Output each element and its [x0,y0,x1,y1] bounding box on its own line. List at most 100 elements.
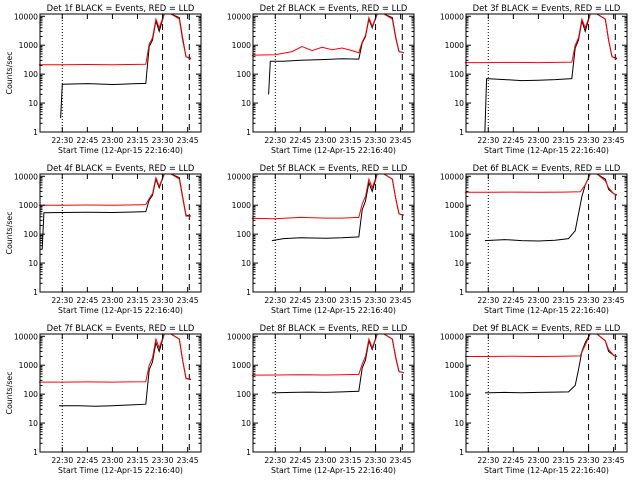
y-tick-label: 1 [33,448,38,457]
x-tick-label: 22:45 [502,136,524,145]
y-tick-label: 10 [28,99,38,108]
x-axis-label: Start Time (12-Apr-15 22:16:40) [484,306,609,315]
y-tick-label: 10000 [440,332,464,341]
x-tick-label: 23:00 [101,456,123,465]
plot-frame [252,173,415,293]
x-tick-label: 23:30 [152,456,174,465]
series-lld [464,333,618,358]
y-tick-label: 10000 [14,172,38,181]
y-tick-label: 1000 [445,201,464,210]
x-tick-label: 22:45 [289,136,311,145]
y-tick-label: 10000 [440,172,464,181]
y-tick-label: 100 [237,390,252,399]
x-tick-label: 23:15 [340,456,362,465]
panel-det-8: Det 8f BLACK = Events, RED = LLD 1 10 100 10… [227,323,415,475]
y-tick-label: 1 [246,128,251,137]
x-axis-label: Start Time (12-Apr-15 22:16:40) [484,146,609,155]
x-tick-label: 23:30 [365,136,387,145]
x-tick-label: 23:00 [314,136,336,145]
series-lld [38,173,191,217]
panel-title: Det 1f BLACK = Events, RED = LLD [47,3,195,13]
y-tick-label: 10000 [14,332,38,341]
x-axis-label: Start Time (12-Apr-15 22:16:40) [58,466,183,475]
series-events [484,13,618,133]
panel-det-3: Det 3f BLACK = Events, RED = LLD 1 10 100 10… [440,3,628,155]
y-tick-label: 10000 [227,12,251,21]
y-tick-label: 100 [237,230,252,239]
series-events [58,333,192,407]
y-tick-label: 1 [459,288,464,297]
series-events [271,333,405,394]
y-tick-label: 100 [450,230,465,239]
y-tick-label: 10 [28,419,38,428]
y-tick-label: 100 [24,390,39,399]
plot-frame [465,173,628,293]
y-tick-label: 10 [28,259,38,268]
x-tick-label: 22:30 [477,136,499,145]
y-tick-label: 10 [241,99,251,108]
y-tick-label: 1000 [19,361,38,370]
y-tick-label: 1 [459,448,464,457]
y-tick-label: 10 [241,419,251,428]
y-tick-label: 1000 [232,201,251,210]
series-events [60,13,192,119]
series-events [484,333,618,394]
panel-title: Det 6f BLACK = Events, RED = LLD [473,163,621,173]
x-tick-label: 23:15 [553,136,575,145]
y-tick-label: 100 [450,390,465,399]
series-lld [251,333,405,376]
plot-frame [39,333,202,453]
x-tick-label: 22:30 [264,456,286,465]
plot-frame [252,333,415,453]
y-tick-label: 1000 [19,41,38,50]
x-tick-label: 23:45 [390,136,412,145]
x-tick-label: 23:00 [101,136,123,145]
y-tick-label: 1000 [232,361,251,370]
x-tick-label: 22:30 [264,136,286,145]
x-tick-label: 23:15 [340,136,362,145]
series-lld [464,173,618,196]
x-tick-label: 23:45 [177,136,199,145]
x-tick-label: 23:15 [127,296,149,305]
x-tick-label: 23:15 [127,136,149,145]
x-tick-label: 23:45 [603,136,625,145]
y-tick-label: 10 [454,259,464,268]
x-tick-label: 22:45 [76,296,98,305]
x-tick-label: 23:45 [177,296,199,305]
x-axis-label: Start Time (12-Apr-15 22:16:40) [271,306,396,315]
series-lld [38,13,192,66]
panel-det-1: Det 1f BLACK = Events, RED = LLD 1 10 100 10… [5,3,202,155]
panel-det-5: Det 5f BLACK = Events, RED = LLD 1 10 100 10… [227,163,415,315]
x-axis-label: Start Time (12-Apr-15 22:16:40) [58,146,183,155]
series-lld [251,173,405,220]
panel-title: Det 9f BLACK = Events, RED = LLD [473,323,621,333]
x-axis-label: Start Time (12-Apr-15 22:16:40) [271,466,396,475]
y-tick-label: 10000 [227,332,251,341]
panel-title: Det 5f BLACK = Events, RED = LLD [260,163,408,173]
y-tick-label: 100 [24,230,39,239]
series-lld [251,13,405,56]
x-tick-label: 23:45 [177,456,199,465]
y-tick-label: 1 [246,448,251,457]
x-tick-label: 23:00 [527,456,549,465]
plot-frame [465,13,628,133]
x-axis-label: Start Time (12-Apr-15 22:16:40) [271,146,396,155]
x-tick-label: 22:30 [264,296,286,305]
x-tick-label: 22:30 [477,456,499,465]
x-tick-label: 22:30 [51,136,73,145]
y-tick-label: 10000 [227,172,251,181]
x-tick-label: 22:45 [502,296,524,305]
series-events [268,13,405,95]
y-tick-label: 100 [24,70,39,79]
series-lld [38,333,192,383]
y-tick-label: 100 [237,70,252,79]
x-tick-label: 23:15 [553,456,575,465]
x-tick-label: 23:00 [314,456,336,465]
panel-det-2: Det 2f BLACK = Events, RED = LLD 1 10 100 10… [227,3,415,155]
panel-title: Det 8f BLACK = Events, RED = LLD [260,323,408,333]
y-tick-label: 10000 [440,12,464,21]
x-tick-label: 23:00 [527,136,549,145]
x-tick-label: 22:45 [502,456,524,465]
panel-title: Det 3f BLACK = Events, RED = LLD [473,3,621,13]
